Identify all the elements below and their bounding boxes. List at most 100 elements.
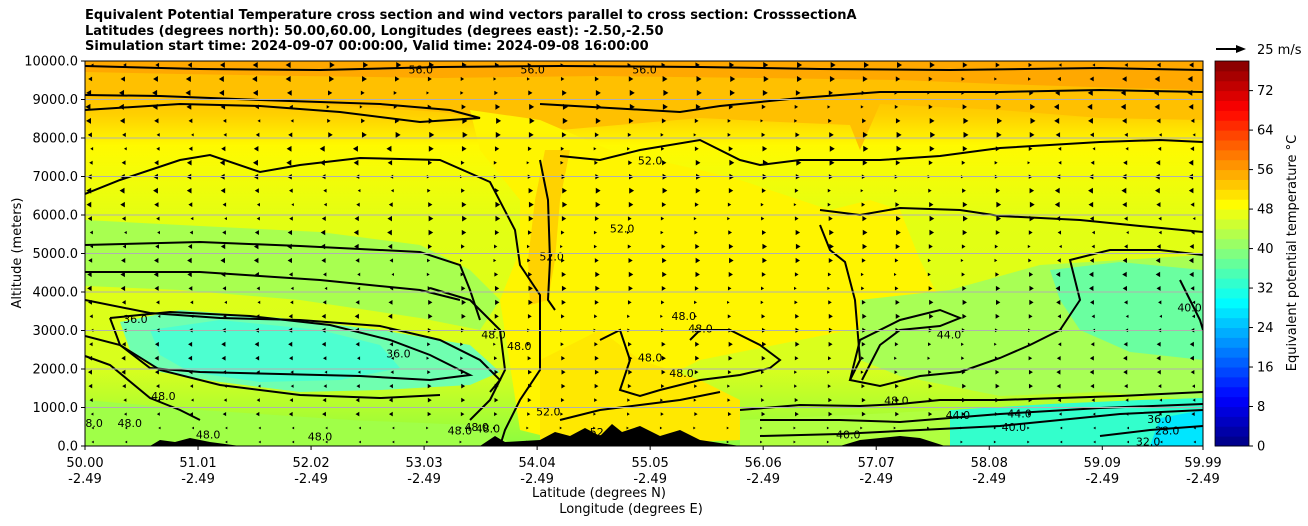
wind-vector bbox=[595, 271, 600, 278]
contour-label: 48.0 bbox=[448, 425, 473, 438]
wind-vector bbox=[928, 342, 932, 347]
wind-vector bbox=[1055, 90, 1060, 96]
colorbar-tick-label: 64 bbox=[1257, 124, 1274, 139]
wind-vector bbox=[190, 216, 194, 221]
wind-vector bbox=[87, 271, 92, 278]
wind-vector bbox=[662, 103, 668, 110]
contour-label: 40.0 bbox=[1002, 421, 1027, 434]
wind-vectors bbox=[85, 62, 1196, 444]
wind-vector bbox=[460, 342, 464, 346]
contour-label: 52.0 bbox=[638, 154, 663, 167]
wind-vector bbox=[389, 383, 393, 389]
wind-vector bbox=[929, 62, 935, 68]
wind-vector bbox=[730, 75, 736, 82]
wind-vector bbox=[628, 76, 634, 82]
wind-vector bbox=[427, 188, 431, 193]
wind-vector bbox=[1028, 230, 1033, 235]
wind-vector bbox=[927, 440, 930, 444]
wind-vector bbox=[830, 62, 836, 68]
wind-vector bbox=[494, 285, 500, 291]
wind-vector bbox=[361, 118, 366, 124]
wind-vector bbox=[494, 244, 498, 249]
wind-vector bbox=[727, 216, 730, 221]
wind-vector bbox=[827, 370, 830, 374]
y-tick-label: 9000.0 bbox=[33, 93, 79, 108]
wind-vector bbox=[90, 147, 94, 151]
wind-vector bbox=[88, 76, 93, 82]
wind-vector bbox=[461, 313, 466, 319]
wind-vector bbox=[323, 384, 327, 389]
wind-vector bbox=[562, 90, 567, 96]
wind-vector bbox=[629, 89, 635, 96]
wind-vector bbox=[560, 398, 565, 403]
wind-vector bbox=[286, 145, 292, 152]
wind-vector bbox=[89, 342, 93, 347]
wind-vector bbox=[392, 440, 395, 444]
wind-vector bbox=[495, 104, 501, 110]
wind-vector bbox=[628, 201, 634, 208]
wind-vector bbox=[157, 314, 161, 318]
wind-vector bbox=[391, 356, 394, 360]
wind-vector bbox=[629, 187, 635, 194]
wind-vector bbox=[560, 230, 565, 235]
wind-vector bbox=[1054, 187, 1060, 194]
wind-vector bbox=[996, 104, 1002, 110]
wind-vector bbox=[390, 188, 394, 193]
wind-vector bbox=[323, 272, 327, 277]
wind-vector bbox=[1091, 398, 1095, 403]
contour-label: 28.0 bbox=[1155, 425, 1180, 438]
wind-vector bbox=[1124, 244, 1128, 249]
wind-vector bbox=[594, 76, 599, 82]
wind-vector bbox=[1090, 300, 1094, 305]
wind-vector bbox=[388, 411, 393, 417]
wind-vector bbox=[729, 257, 734, 264]
wind-vector bbox=[828, 258, 833, 263]
wind-vector bbox=[727, 118, 731, 123]
wind-vector bbox=[428, 313, 433, 319]
colorbar-band bbox=[1215, 357, 1249, 368]
wind-vector bbox=[494, 272, 499, 277]
wind-vector bbox=[89, 160, 93, 165]
wind-vector bbox=[427, 258, 431, 263]
wind-vector bbox=[224, 300, 227, 304]
wind-vector bbox=[961, 411, 966, 417]
wind-vector bbox=[222, 230, 226, 235]
wind-vector bbox=[594, 342, 598, 347]
wind-vector bbox=[860, 370, 864, 374]
wind-vector bbox=[1029, 90, 1034, 96]
wind-vector bbox=[861, 411, 866, 417]
wind-vector bbox=[191, 426, 194, 430]
x-axis-ticks: 50.00-2.4951.01-2.4952.02-2.4953.03-2.49… bbox=[66, 446, 1222, 487]
wind-vector bbox=[287, 243, 292, 250]
wind-vector bbox=[188, 146, 193, 152]
wind-vector bbox=[221, 146, 226, 152]
wind-vector bbox=[895, 118, 901, 124]
wind-vector bbox=[427, 244, 433, 249]
wind-vector bbox=[996, 131, 1002, 138]
y-axis-label: Altitude (meters) bbox=[10, 198, 25, 309]
wind-vector bbox=[761, 188, 766, 194]
left-core-region bbox=[150, 320, 400, 382]
wind-vector bbox=[87, 132, 92, 138]
contour-label: 48.0 bbox=[507, 340, 532, 353]
wind-vector bbox=[627, 412, 630, 416]
colorbar-tick-label: 40 bbox=[1257, 242, 1274, 257]
wind-vector bbox=[1028, 146, 1033, 152]
wind-vector bbox=[795, 313, 800, 319]
colorbar-band bbox=[1215, 228, 1249, 240]
wind-vector bbox=[1123, 369, 1128, 375]
wind-vector bbox=[1126, 440, 1129, 444]
wind-vector bbox=[794, 104, 799, 109]
upper-orange-region bbox=[85, 61, 1203, 150]
wind-vector bbox=[1122, 285, 1127, 291]
y-tick-label: 7000.0 bbox=[33, 170, 79, 185]
wind-vector bbox=[1092, 412, 1096, 416]
wind-vector bbox=[1088, 201, 1094, 208]
wind-vector bbox=[527, 62, 532, 68]
chart-title-line-1: Equivalent Potential Temperature cross s… bbox=[85, 8, 857, 23]
chart-title-block: Equivalent Potential Temperature cross s… bbox=[85, 8, 857, 55]
wind-vector bbox=[157, 230, 160, 235]
wind-vector bbox=[289, 104, 293, 109]
wind-vector bbox=[1158, 133, 1162, 137]
wind-vector bbox=[426, 426, 429, 430]
